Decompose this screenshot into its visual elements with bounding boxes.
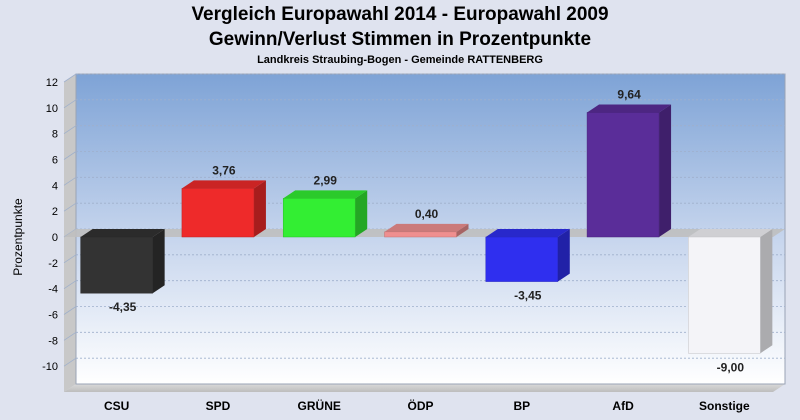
x-tick-label: AfD xyxy=(612,399,634,413)
x-tick-label: ÖDP xyxy=(407,398,433,413)
gridline-side xyxy=(63,280,77,289)
y-tick-label: 0 xyxy=(52,232,58,244)
y-tick-label: 4 xyxy=(52,180,58,192)
x-tick-label: GRÜNE xyxy=(298,398,341,413)
bar-top xyxy=(587,104,672,113)
y-tick-label: -2 xyxy=(48,258,58,270)
x-tick-label: CSU xyxy=(104,399,129,413)
bar[interactable] xyxy=(384,231,457,238)
y-tick-label: 12 xyxy=(46,77,58,89)
data-label: 3,76 xyxy=(212,163,236,177)
y-tick-label: 6 xyxy=(52,155,58,167)
y-axis-label: Prozentpunkte xyxy=(11,198,25,276)
bar[interactable] xyxy=(485,236,559,282)
bar[interactable] xyxy=(688,236,761,354)
gridline-side xyxy=(63,306,77,315)
chart-title: Vergleich Europawahl 2014 - Europawahl 2… xyxy=(191,4,609,25)
bar[interactable] xyxy=(181,188,255,238)
gridline-side xyxy=(63,151,77,160)
data-label: -9,00 xyxy=(717,360,745,374)
chart-subtitle: Gewinn/Verlust Stimmen in Prozentpunkte xyxy=(208,29,592,50)
bar-top xyxy=(688,229,773,237)
bar-top xyxy=(80,229,165,237)
bar-top xyxy=(384,223,469,232)
gridline-side xyxy=(63,99,77,109)
data-label: -3,45 xyxy=(514,289,542,303)
y-tick-label: -10 xyxy=(42,361,58,373)
data-label: 9,64 xyxy=(617,87,641,101)
x-tick-label: BP xyxy=(513,399,530,413)
bar-side xyxy=(456,223,469,237)
gridline-side xyxy=(63,357,77,367)
gridline-side xyxy=(63,202,77,212)
bar[interactable] xyxy=(282,198,356,238)
floor xyxy=(64,384,785,392)
data-label: 2,99 xyxy=(314,173,338,187)
y-tick-label: 8 xyxy=(52,129,58,141)
gridline-side xyxy=(63,73,77,83)
bar-side xyxy=(253,180,266,237)
bar-top xyxy=(283,190,368,199)
x-tick-label: SPD xyxy=(206,399,231,413)
gridline-side xyxy=(63,125,77,134)
y-tick-label: -6 xyxy=(48,310,58,322)
bar-side xyxy=(355,190,368,237)
data-label: -4,35 xyxy=(109,300,137,314)
bar-side xyxy=(557,229,570,282)
y-tick-label: -4 xyxy=(48,284,58,296)
gridline-side xyxy=(63,332,77,341)
bar-side xyxy=(760,229,773,354)
bar[interactable] xyxy=(80,236,153,294)
bar-side xyxy=(152,229,165,294)
x-tick-label: Sonstige xyxy=(699,399,750,413)
bar-side xyxy=(659,104,672,237)
gridline-side xyxy=(63,254,77,264)
data-label: 0,40 xyxy=(415,207,439,221)
bar[interactable] xyxy=(586,112,660,238)
y-tick-label: 10 xyxy=(46,103,58,115)
bar-top xyxy=(485,229,570,237)
y-tick-label: -8 xyxy=(48,335,58,347)
gridline-side xyxy=(63,177,77,186)
chart-caption: Landkreis Straubing-Bogen - Gemeinde RAT… xyxy=(257,54,543,66)
bar-top xyxy=(181,180,266,189)
y-tick-label: 2 xyxy=(52,206,58,218)
